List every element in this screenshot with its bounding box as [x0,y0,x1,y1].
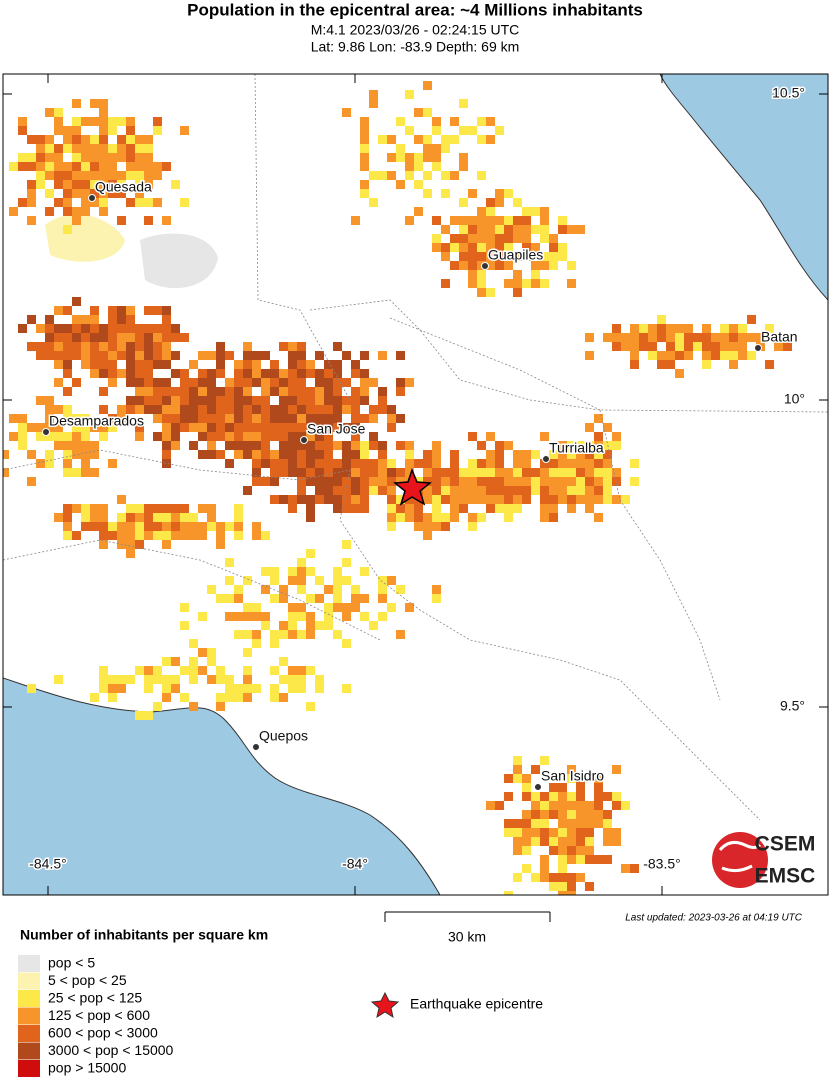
legend-star [370,991,400,1019]
lon-label: -84.5° [29,856,67,872]
subtitle: M:4.1 2023/03/26 - 02:24:15 UTC [311,22,520,38]
map [3,74,828,895]
legend-swatch [18,972,40,990]
city-dot [542,455,550,463]
city-dot [88,194,96,202]
legend-swatch [18,1060,40,1077]
city-label: Quesada [95,179,152,195]
legend-swatch [18,1007,40,1025]
city-label: Batan [761,329,798,345]
legend-label: Earthquake epicentre [410,996,543,1012]
city-dot [534,783,542,791]
lon-label: -83.5° [643,856,681,872]
city-dot [754,344,762,352]
legend-label: 5 < pop < 25 [48,972,127,988]
lon-label: -84° [342,856,368,872]
city-label: Desamparados [49,413,144,429]
legend-swatch [18,955,40,972]
last-updated: Last updated: 2023-03-26 at 04:19 UTC [625,913,803,924]
lat-label: 10.5° [772,85,805,101]
lat-label: 10° [784,391,805,407]
map-frame [2,73,829,896]
legend-label: 125 < pop < 600 [48,1007,150,1023]
legend-title: Number of inhabitants per square km [20,927,268,943]
logo-text: EMSC [755,865,816,888]
city-dot [252,743,260,751]
title: Population in the epicentral area: ~4 Mi… [187,0,643,19]
legend-swatch [18,1025,40,1042]
lat-label: 9.5° [780,698,805,714]
legend-swatch [18,990,40,1007]
subtitle: Lat: 9.86 Lon: -83.9 Depth: 69 km [311,39,520,55]
city-label: San Jose [307,421,366,437]
city-dot [300,436,308,444]
city-label: Turrialba [549,440,604,456]
scale-label: 30 km [448,929,486,945]
logo-text: CSEM [755,833,816,856]
legend-label: 25 < pop < 125 [48,990,142,1006]
legend-label: pop > 15000 [48,1060,126,1076]
city-label: Quepos [259,728,308,744]
legend-label: pop < 5 [48,955,95,971]
legend-label: 3000 < pop < 15000 [48,1042,174,1058]
legend-swatch [18,1042,40,1060]
city-dot [42,428,50,436]
city-dot [481,262,489,270]
epicentre-star [393,467,432,506]
city-label: Guapiles [488,247,543,263]
low-density-area [140,233,218,289]
legend-label: 600 < pop < 3000 [48,1025,158,1041]
city-label: San Isidro [541,768,604,784]
